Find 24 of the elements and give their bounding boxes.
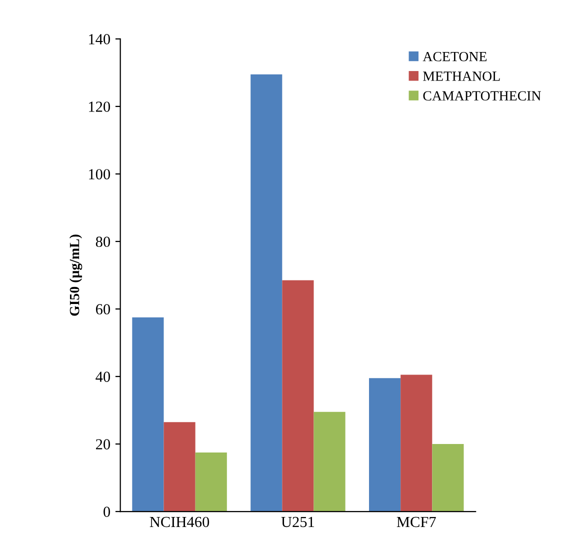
bar (369, 378, 401, 512)
legend-label: CAMAPTOTHECIN (423, 91, 541, 101)
y-tick-label: 40 (96, 372, 110, 382)
bar (400, 374, 432, 512)
bar (250, 74, 282, 512)
bar (132, 317, 164, 512)
bar (432, 444, 464, 512)
y-tick-label: 60 (96, 304, 110, 314)
y-tick-label: 80 (96, 236, 110, 247)
y-axis-title: GI50 (µg/mL) (69, 234, 82, 316)
y-tick-label: 0 (104, 506, 110, 517)
bar (164, 422, 196, 512)
bar (282, 280, 314, 512)
x-tick-label: NCIH460 (150, 516, 210, 528)
y-tick-label: 120 (89, 102, 110, 112)
x-tick-label: U251 (281, 516, 314, 528)
y-tick-label: 100 (89, 169, 110, 180)
bar (195, 452, 227, 512)
y-tick-label: 140 (89, 34, 110, 44)
bar (314, 412, 346, 512)
legend-label: ACETONE (422, 52, 487, 62)
y-tick-label: 20 (96, 439, 110, 450)
legend-label: METHANOL (423, 72, 500, 81)
x-tick-label: MCF7 (396, 516, 436, 528)
